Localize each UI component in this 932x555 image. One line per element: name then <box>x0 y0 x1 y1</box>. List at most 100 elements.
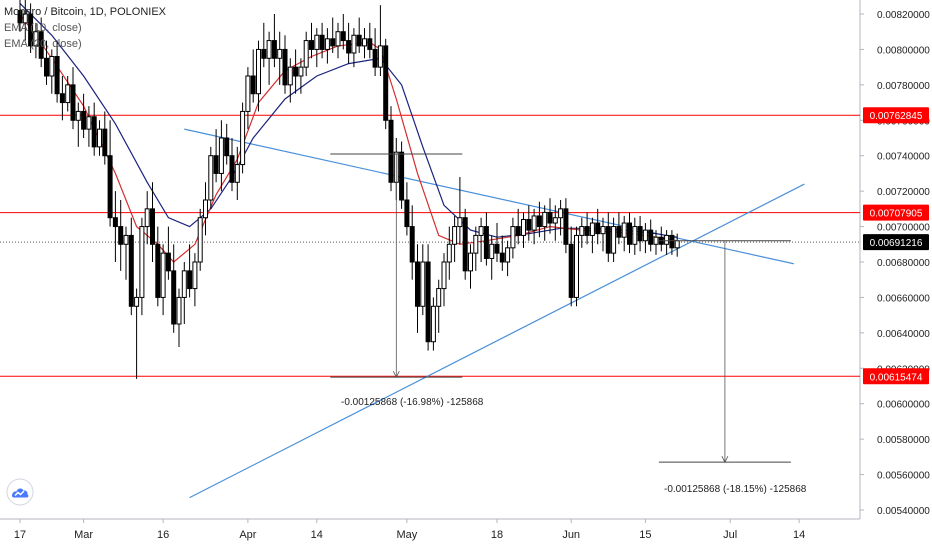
y-tick-label: 0.00700000 <box>877 223 930 234</box>
candle-body-down <box>102 128 108 157</box>
candle-body-up <box>441 261 447 290</box>
candle-body-down <box>648 229 654 245</box>
candle-body-down <box>330 38 336 47</box>
candle-body-up <box>351 34 357 54</box>
candle-body-up <box>377 45 383 68</box>
candle-body-down <box>568 243 574 298</box>
candle-body-down <box>17 9 23 24</box>
candle-body-down <box>462 217 468 272</box>
symbol-line: Monero / Bitcoin, 1D, POLONIEX <box>4 6 167 18</box>
candle-body-down <box>383 45 389 121</box>
candle-body-down <box>483 226 489 259</box>
ema-slow-legend: EMA (20, close) <box>4 38 82 50</box>
candle-body-up <box>430 305 436 343</box>
chart-legend: Monero / Bitcoin, 1D, POLONIEX EMA (10, … <box>4 4 166 52</box>
candle-body-up <box>621 222 627 238</box>
y-tick-label: 0.00720000 <box>877 187 930 198</box>
y-tick-label: 0.00800000 <box>877 45 930 56</box>
candle-body-down <box>171 270 177 325</box>
level-price-label-bg <box>863 107 929 124</box>
trendline-descending <box>184 128 794 265</box>
candle-body-up <box>181 270 187 298</box>
x-tick-label: Apr <box>239 529 256 541</box>
candle-body-down <box>38 31 44 59</box>
candle-body-up <box>65 84 71 104</box>
trendline-ascending <box>189 183 805 499</box>
candle-body-up <box>664 234 670 245</box>
candle-body-up <box>468 252 473 272</box>
candle-body-up <box>192 261 198 290</box>
level-price-label: 0.00762845 <box>870 111 923 122</box>
candle-body-up <box>298 66 304 77</box>
candle-body-down <box>340 31 346 42</box>
candle-body-up <box>123 234 129 245</box>
candle-body-down <box>112 217 118 228</box>
candle-body-up <box>521 218 526 236</box>
candle-body-up <box>589 222 595 236</box>
y-tick-label: 0.00780000 <box>877 81 930 92</box>
candle-body-up <box>203 199 208 219</box>
candle-body-down <box>415 261 420 307</box>
candle-body-down <box>187 270 193 290</box>
candle-body-up <box>558 208 564 219</box>
candle-body-up <box>452 226 458 245</box>
x-tick-label: 17 <box>14 529 26 541</box>
candle-body-down <box>28 13 34 47</box>
candle-body-down <box>515 226 521 236</box>
current-price-label-bg <box>863 234 929 251</box>
candle-body-up <box>531 215 537 231</box>
candle-body-down <box>399 151 405 201</box>
candle-body-up <box>674 240 680 249</box>
candle-body-up <box>579 226 585 236</box>
y-tick-label: 0.00680000 <box>877 258 930 269</box>
candle-body-up <box>134 296 140 307</box>
level-price-label-bg <box>863 204 929 221</box>
level-price-label-bg <box>863 368 929 385</box>
candle-body-up <box>653 236 659 245</box>
candle-body-down <box>547 211 553 224</box>
candle-body-down <box>59 93 65 104</box>
measurement-label-2: -0.00125868 (-18.15%) -125868 <box>664 484 807 495</box>
candle-body-down <box>44 57 49 77</box>
candle-body-up <box>240 110 246 166</box>
candle-body-up <box>362 38 367 47</box>
x-tick-label: Jul <box>723 529 737 541</box>
candle-body-up <box>478 226 484 236</box>
candle-body-up <box>176 296 182 325</box>
level-price-label: 0.00707905 <box>870 209 923 220</box>
candle-body-down <box>165 252 171 272</box>
candle-body-down <box>627 222 632 245</box>
candle-body-up <box>600 226 606 235</box>
level-price-label: 0.00615474 <box>870 372 923 383</box>
candle-body-down <box>261 48 267 59</box>
candle-body-up <box>457 217 463 228</box>
candle-body-down <box>404 199 410 228</box>
y-tick-label: 0.00740000 <box>877 152 930 163</box>
candle-body-up <box>144 208 150 228</box>
candle-body-up <box>314 34 320 50</box>
candle-body-up <box>335 31 341 47</box>
candle-body-down <box>563 208 569 245</box>
tradingview-cloud-icon[interactable] <box>6 478 34 506</box>
candle-body-up <box>97 128 102 148</box>
candle-body-up <box>86 116 92 130</box>
candle-body-up <box>632 226 638 245</box>
candle-body-down <box>81 110 87 130</box>
candle-body-down <box>637 226 643 242</box>
candle-body-down <box>155 243 161 298</box>
y-tick-label: 0.00560000 <box>877 471 930 482</box>
y-tick-label: 0.00540000 <box>877 506 930 517</box>
candle-body-up <box>256 48 261 95</box>
candle-body-down <box>388 119 394 183</box>
y-tick-label: 0.00640000 <box>877 329 930 340</box>
candle-body-up <box>287 66 293 86</box>
x-tick-label: 15 <box>639 529 651 541</box>
y-tick-label: 0.00600000 <box>877 400 930 411</box>
ema-fast-legend: EMA (10, close) <box>4 22 82 34</box>
candle-body-up <box>49 56 55 77</box>
candle-body-down <box>584 226 590 236</box>
candle-body-down <box>409 226 415 263</box>
candle-body-up <box>473 234 479 254</box>
